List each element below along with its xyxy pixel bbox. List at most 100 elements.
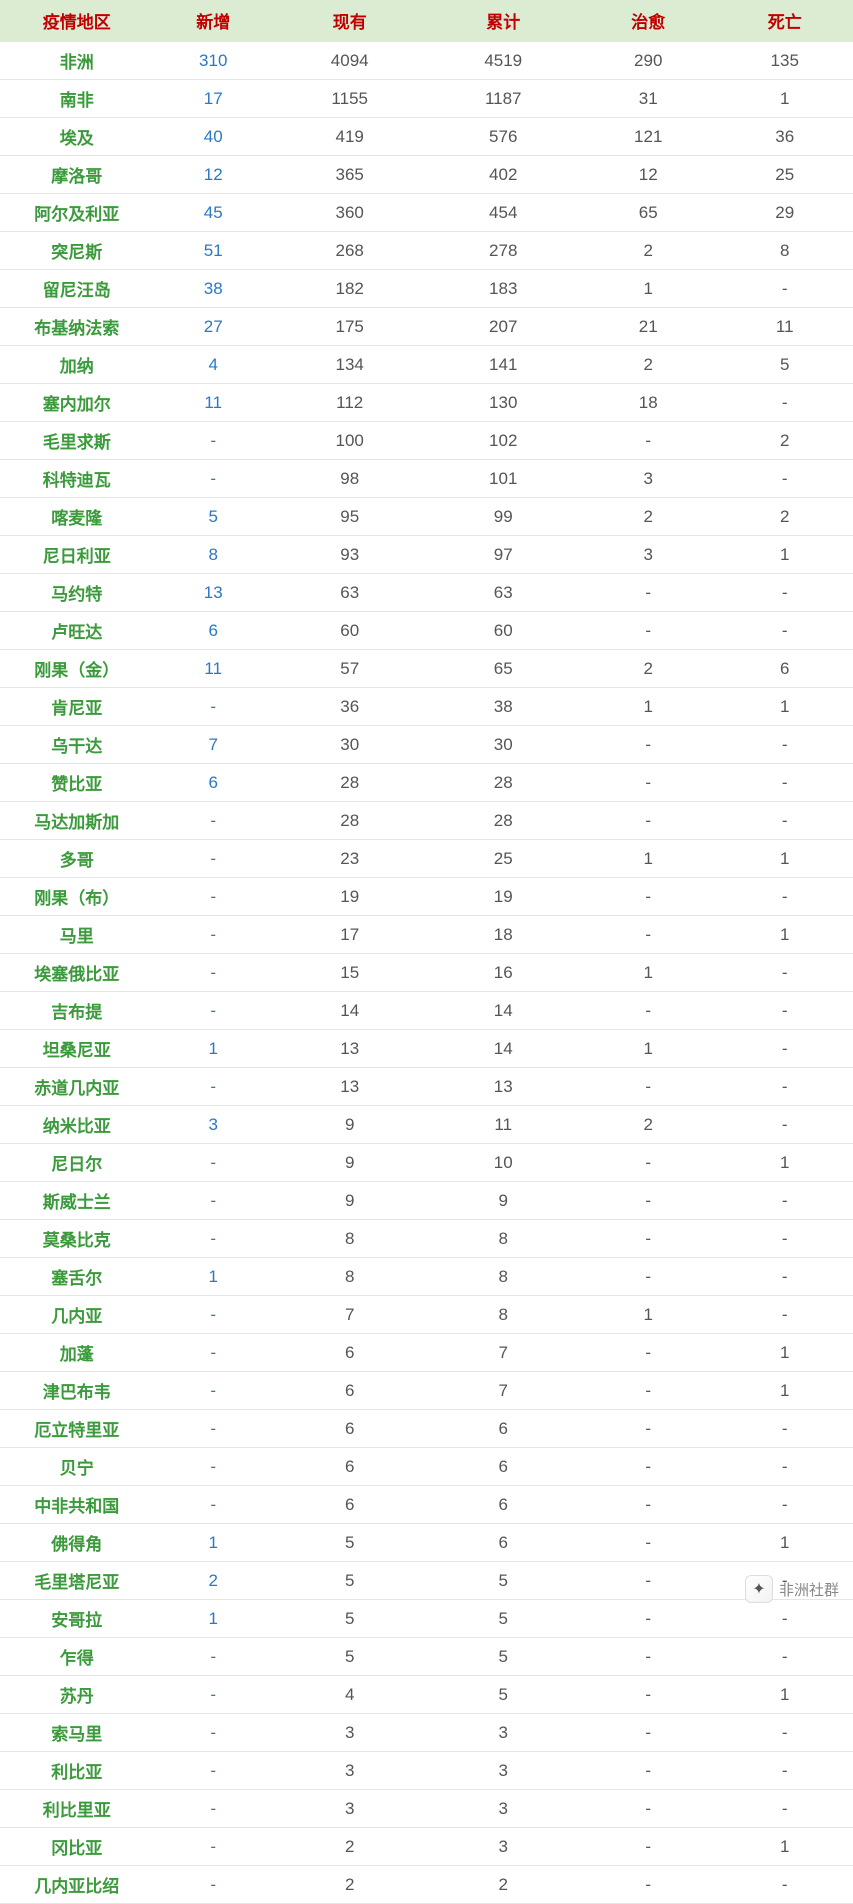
- death-cell: 2: [716, 498, 853, 536]
- existing-cell: 4: [273, 1676, 427, 1714]
- existing-cell: 6: [273, 1410, 427, 1448]
- brand-label: 非洲社群: [779, 1579, 839, 1600]
- total-cell: 99: [426, 498, 580, 536]
- new-cell: 1: [154, 1524, 273, 1562]
- total-cell: 38: [426, 688, 580, 726]
- total-cell: 3: [426, 1714, 580, 1752]
- table-row: 纳米比亚39112-: [0, 1106, 853, 1144]
- cured-cell: -: [580, 1258, 716, 1296]
- death-cell: -: [716, 954, 853, 992]
- table-row: 几内亚比绍-22--: [0, 1866, 853, 1904]
- cured-cell: -: [580, 802, 716, 840]
- new-cell: -: [154, 422, 273, 460]
- existing-cell: 419: [273, 118, 427, 156]
- death-cell: 1: [716, 1372, 853, 1410]
- total-cell: 30: [426, 726, 580, 764]
- region-cell: 多哥: [0, 840, 154, 878]
- cured-cell: -: [580, 1866, 716, 1904]
- total-cell: 9: [426, 1182, 580, 1220]
- total-cell: 7: [426, 1334, 580, 1372]
- cured-cell: -: [580, 1372, 716, 1410]
- table-row: 利比亚-33--: [0, 1752, 853, 1790]
- total-cell: 8: [426, 1258, 580, 1296]
- cured-cell: -: [580, 422, 716, 460]
- cured-cell: 21: [580, 308, 716, 346]
- table-row: 吉布提-1414--: [0, 992, 853, 1030]
- death-cell: -: [716, 1106, 853, 1144]
- total-cell: 25: [426, 840, 580, 878]
- death-cell: -: [716, 1182, 853, 1220]
- death-cell: 29: [716, 194, 853, 232]
- new-cell: 17: [154, 80, 273, 118]
- existing-cell: 7: [273, 1296, 427, 1334]
- new-cell: 310: [154, 42, 273, 80]
- table-row: 佛得角156-1: [0, 1524, 853, 1562]
- total-cell: 5: [426, 1638, 580, 1676]
- table-row: 喀麦隆5959922: [0, 498, 853, 536]
- table-row: 斯威士兰-99--: [0, 1182, 853, 1220]
- col-header-existing: 现有: [273, 0, 427, 42]
- existing-cell: 95: [273, 498, 427, 536]
- region-cell: 吉布提: [0, 992, 154, 1030]
- table-row: 贝宁-66--: [0, 1448, 853, 1486]
- death-cell: -: [716, 1752, 853, 1790]
- cured-cell: 290: [580, 42, 716, 80]
- table-row: 毛里塔尼亚255--: [0, 1562, 853, 1600]
- total-cell: 13: [426, 1068, 580, 1106]
- total-cell: 5: [426, 1600, 580, 1638]
- existing-cell: 60: [273, 612, 427, 650]
- cured-cell: -: [580, 1600, 716, 1638]
- new-cell: -: [154, 1828, 273, 1866]
- existing-cell: 8: [273, 1258, 427, 1296]
- table-row: 索马里-33--: [0, 1714, 853, 1752]
- region-cell: 几内亚: [0, 1296, 154, 1334]
- cured-cell: 121: [580, 118, 716, 156]
- region-cell: 马约特: [0, 574, 154, 612]
- region-cell: 埃塞俄比亚: [0, 954, 154, 992]
- cured-cell: -: [580, 1182, 716, 1220]
- new-cell: 1: [154, 1258, 273, 1296]
- existing-cell: 17: [273, 916, 427, 954]
- death-cell: -: [716, 802, 853, 840]
- region-cell: 佛得角: [0, 1524, 154, 1562]
- table-row: 突尼斯5126827828: [0, 232, 853, 270]
- new-cell: 7: [154, 726, 273, 764]
- new-cell: -: [154, 1752, 273, 1790]
- total-cell: 16: [426, 954, 580, 992]
- death-cell: -: [716, 1600, 853, 1638]
- cured-cell: -: [580, 1220, 716, 1258]
- death-cell: -: [716, 1220, 853, 1258]
- table-body: 非洲31040944519290135南非1711551187311埃及4041…: [0, 42, 853, 1904]
- total-cell: 207: [426, 308, 580, 346]
- col-header-region: 疫情地区: [0, 0, 154, 42]
- existing-cell: 5: [273, 1524, 427, 1562]
- table-row: 埃及4041957612136: [0, 118, 853, 156]
- death-cell: -: [716, 878, 853, 916]
- new-cell: -: [154, 840, 273, 878]
- new-cell: -: [154, 1676, 273, 1714]
- region-cell: 毛里塔尼亚: [0, 1562, 154, 1600]
- death-cell: -: [716, 270, 853, 308]
- new-cell: -: [154, 916, 273, 954]
- death-cell: 2: [716, 422, 853, 460]
- existing-cell: 5: [273, 1562, 427, 1600]
- total-cell: 6: [426, 1486, 580, 1524]
- new-cell: 2: [154, 1562, 273, 1600]
- table-row: 毛里求斯-100102-2: [0, 422, 853, 460]
- region-cell: 埃及: [0, 118, 154, 156]
- total-cell: 11: [426, 1106, 580, 1144]
- existing-cell: 36: [273, 688, 427, 726]
- table-row: 赞比亚62828--: [0, 764, 853, 802]
- table-row: 苏丹-45-1: [0, 1676, 853, 1714]
- existing-cell: 5: [273, 1600, 427, 1638]
- region-cell: 科特迪瓦: [0, 460, 154, 498]
- table-row: 南非1711551187311: [0, 80, 853, 118]
- new-cell: 11: [154, 384, 273, 422]
- region-cell: 斯威士兰: [0, 1182, 154, 1220]
- region-cell: 毛里求斯: [0, 422, 154, 460]
- table-row: 塞舌尔188--: [0, 1258, 853, 1296]
- table-row: 科特迪瓦-981013-: [0, 460, 853, 498]
- existing-cell: 13: [273, 1068, 427, 1106]
- cured-cell: 2: [580, 1106, 716, 1144]
- cured-cell: 2: [580, 232, 716, 270]
